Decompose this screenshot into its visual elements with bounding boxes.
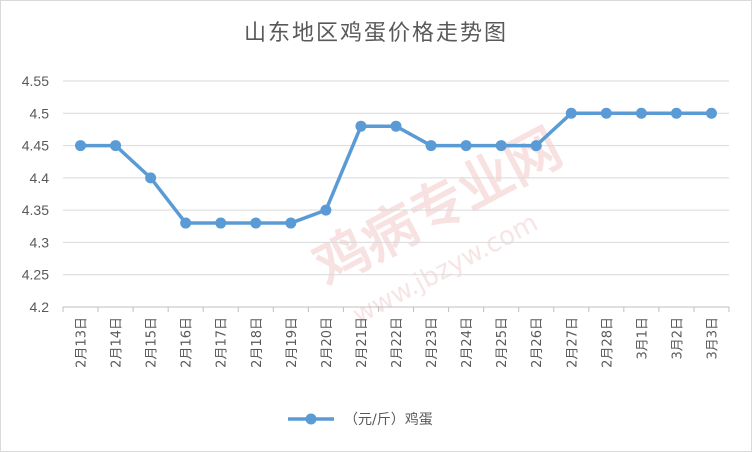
y-tick-label: 4.4 — [30, 170, 50, 186]
y-tick-label: 4.5 — [30, 105, 50, 121]
x-tick-label: 2月15日 — [145, 317, 160, 368]
x-tick-label: 2月13日 — [75, 317, 90, 368]
x-tick-label: 2月14日 — [110, 317, 125, 368]
data-point — [285, 217, 297, 229]
y-tick-label: 4.3 — [30, 234, 50, 250]
y-tick-label: 4.25 — [22, 267, 49, 283]
data-point — [425, 140, 437, 152]
legend-marker — [305, 413, 317, 425]
data-point — [390, 120, 402, 132]
data-point — [215, 217, 227, 229]
data-point — [145, 172, 157, 184]
x-tick-label: 2月24日 — [460, 317, 475, 368]
chart-title: 山东地区鸡蛋价格走势图 — [243, 21, 508, 46]
y-tick-label: 4.45 — [22, 138, 49, 154]
x-tick-label: 2月18日 — [250, 317, 265, 368]
x-tick-label: 2月25日 — [495, 317, 510, 368]
x-tick-label: 3月1日 — [635, 317, 650, 360]
x-tick-label: 2月21日 — [355, 317, 370, 368]
x-tick-label: 2月28日 — [600, 317, 615, 368]
data-point — [75, 140, 87, 152]
y-tick-label: 4.2 — [30, 299, 50, 315]
y-tick-label: 4.55 — [22, 73, 49, 89]
x-tick-label: 2月26日 — [530, 317, 545, 368]
data-point — [705, 107, 717, 119]
data-point — [530, 140, 542, 152]
data-point — [635, 107, 647, 119]
x-tick-label: 3月2日 — [670, 317, 685, 360]
x-tick-label: 2月19日 — [285, 317, 300, 368]
data-point — [600, 107, 612, 119]
data-point — [320, 204, 332, 216]
data-point — [250, 217, 262, 229]
data-point — [670, 107, 682, 119]
x-tick-label: 3月3日 — [705, 317, 720, 360]
data-point — [460, 140, 472, 152]
data-point — [355, 120, 367, 132]
x-tick-label: 2月22日 — [390, 317, 405, 368]
x-tick-label: 2月16日 — [180, 317, 195, 368]
data-point — [565, 107, 577, 119]
x-tick-label: 2月17日 — [215, 317, 230, 368]
x-tick-label: 2月23日 — [425, 317, 440, 368]
data-point — [180, 217, 192, 229]
data-point — [110, 140, 122, 152]
x-tick-label: 2月27日 — [565, 317, 580, 368]
data-point — [495, 140, 507, 152]
legend-label: （元/斤）鸡蛋 — [344, 411, 433, 428]
y-tick-label: 4.35 — [22, 202, 49, 218]
x-tick-label: 2月20日 — [320, 317, 335, 368]
